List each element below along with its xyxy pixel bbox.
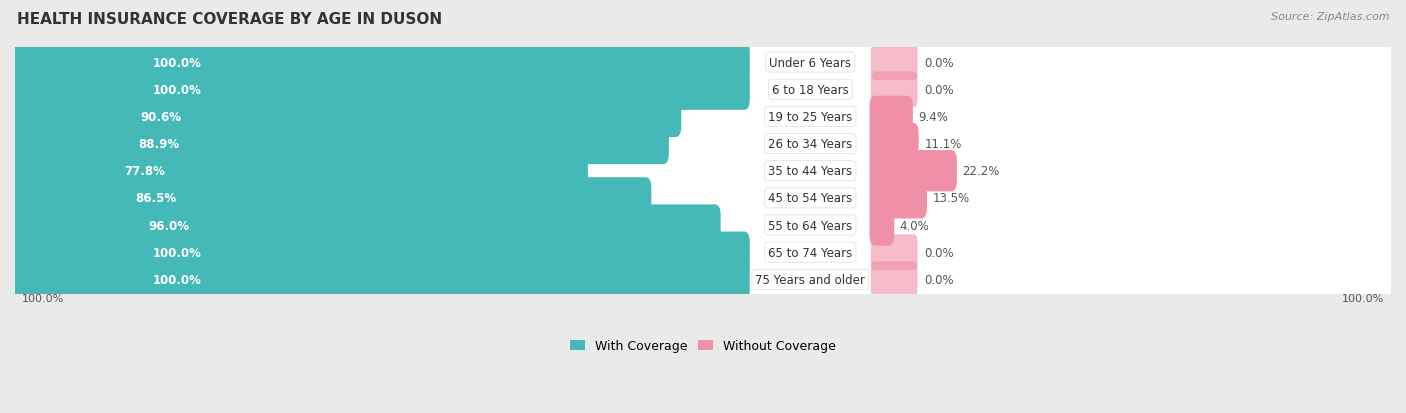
Text: 6 to 18 Years: 6 to 18 Years (772, 83, 849, 97)
FancyBboxPatch shape (14, 152, 1392, 190)
Text: 35 to 44 Years: 35 to 44 Years (768, 165, 852, 178)
FancyBboxPatch shape (14, 234, 1392, 271)
Text: 100.0%: 100.0% (153, 246, 202, 259)
FancyBboxPatch shape (14, 98, 1392, 136)
Text: 0.0%: 0.0% (925, 273, 955, 286)
Text: 4.0%: 4.0% (900, 219, 929, 232)
FancyBboxPatch shape (14, 125, 1392, 163)
FancyBboxPatch shape (870, 45, 918, 81)
FancyBboxPatch shape (869, 205, 894, 246)
FancyBboxPatch shape (870, 235, 918, 271)
Legend: With Coverage, Without Coverage: With Coverage, Without Coverage (565, 335, 841, 357)
FancyBboxPatch shape (13, 69, 749, 111)
Text: 88.9%: 88.9% (139, 138, 180, 151)
Text: 26 to 34 Years: 26 to 34 Years (768, 138, 852, 151)
FancyBboxPatch shape (13, 97, 682, 138)
FancyBboxPatch shape (870, 262, 918, 297)
FancyBboxPatch shape (869, 97, 912, 138)
FancyBboxPatch shape (14, 261, 1392, 299)
FancyBboxPatch shape (13, 232, 749, 273)
Text: 75 Years and older: 75 Years and older (755, 273, 865, 286)
Text: 0.0%: 0.0% (925, 57, 955, 69)
Text: 11.1%: 11.1% (924, 138, 962, 151)
Text: 100.0%: 100.0% (153, 57, 202, 69)
FancyBboxPatch shape (869, 178, 927, 219)
Text: 55 to 64 Years: 55 to 64 Years (768, 219, 852, 232)
FancyBboxPatch shape (13, 42, 749, 83)
Text: Source: ZipAtlas.com: Source: ZipAtlas.com (1271, 12, 1389, 22)
Text: 0.0%: 0.0% (925, 83, 955, 97)
Text: 96.0%: 96.0% (148, 219, 188, 232)
FancyBboxPatch shape (13, 123, 669, 165)
FancyBboxPatch shape (13, 205, 721, 246)
Text: 13.5%: 13.5% (932, 192, 970, 205)
FancyBboxPatch shape (13, 259, 749, 300)
Text: 77.8%: 77.8% (124, 165, 165, 178)
FancyBboxPatch shape (14, 44, 1392, 82)
Text: 100.0%: 100.0% (153, 273, 202, 286)
Text: 86.5%: 86.5% (135, 192, 177, 205)
FancyBboxPatch shape (869, 151, 957, 192)
Text: 100.0%: 100.0% (153, 83, 202, 97)
Text: 9.4%: 9.4% (918, 111, 948, 123)
Text: 0.0%: 0.0% (925, 246, 955, 259)
FancyBboxPatch shape (14, 206, 1392, 244)
FancyBboxPatch shape (14, 179, 1392, 217)
Text: Under 6 Years: Under 6 Years (769, 57, 851, 69)
FancyBboxPatch shape (870, 72, 918, 108)
Text: 45 to 54 Years: 45 to 54 Years (768, 192, 852, 205)
FancyBboxPatch shape (14, 71, 1392, 109)
Text: 19 to 25 Years: 19 to 25 Years (768, 111, 852, 123)
Text: 90.6%: 90.6% (141, 111, 181, 123)
Text: 22.2%: 22.2% (962, 165, 1000, 178)
Text: 100.0%: 100.0% (22, 294, 65, 304)
FancyBboxPatch shape (13, 151, 588, 192)
Text: 65 to 74 Years: 65 to 74 Years (768, 246, 852, 259)
FancyBboxPatch shape (13, 178, 651, 219)
Text: 100.0%: 100.0% (1341, 294, 1384, 304)
FancyBboxPatch shape (869, 123, 918, 165)
Text: HEALTH INSURANCE COVERAGE BY AGE IN DUSON: HEALTH INSURANCE COVERAGE BY AGE IN DUSO… (17, 12, 441, 27)
